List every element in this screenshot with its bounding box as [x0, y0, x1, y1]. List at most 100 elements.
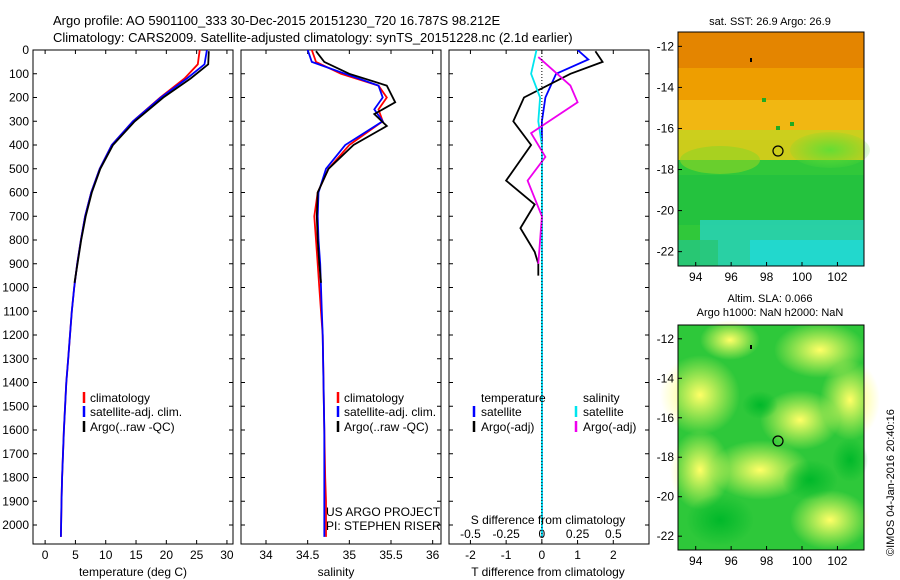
project-annotation-1: US ARGO PROJECT	[326, 505, 441, 519]
map-y-tick-label: -12	[657, 39, 675, 53]
x-tick-label: 20	[160, 548, 174, 562]
t-diff-x-axis: -2 -1 0 1 2	[465, 50, 617, 562]
temperature-lines	[60, 50, 210, 537]
legend-label-climatology: climatology	[90, 391, 150, 405]
header-line-2: Climatology: CARS2009. Satellite-adjuste…	[53, 30, 573, 45]
depth-tick-label: 2000	[2, 518, 29, 532]
temperature-legend: climatology satellite-adj. clim. Argo(..…	[82, 391, 182, 434]
depth-tick-label: 1000	[2, 281, 29, 295]
depth-tick-label: 1700	[2, 447, 29, 461]
depth-tick-label: 800	[9, 233, 29, 247]
depth-tick-label: 700	[9, 209, 29, 223]
map-y-tick-label: -14	[657, 80, 675, 94]
map-y-tick-label: -18	[657, 450, 675, 464]
s-diff-x-axis: -0.5-0.2500.250.5	[460, 527, 622, 541]
map-x-tick-label: 98	[760, 554, 774, 568]
legend-label-s-satellite: satellite	[583, 405, 624, 419]
difference-panel-frame	[448, 49, 650, 545]
series-line	[530, 50, 543, 537]
depth-tick-label: 300	[9, 114, 29, 128]
salinity-x-axis: 34 34.5 35 35.5 36	[259, 50, 440, 562]
x-tick-label: 36	[426, 548, 440, 562]
difference-lines	[504, 50, 604, 537]
map-y-tick-label: -18	[657, 163, 675, 177]
t-diff-xlabel: T difference from climatology	[471, 565, 625, 579]
depth-tick-label: 0	[22, 43, 29, 57]
series-line	[310, 50, 388, 537]
map-x-tick-label: 94	[689, 270, 703, 284]
legend-label-satellite: satellite-adj. clim.	[90, 405, 182, 419]
depth-tick-label: 200	[9, 91, 29, 105]
series-line	[504, 50, 604, 276]
map-x-tick-label: 96	[724, 270, 738, 284]
map-x-tick-label: 100	[792, 554, 812, 568]
series-line	[315, 50, 397, 283]
map-y-tick-label: -22	[657, 529, 675, 543]
legend-label-t-satellite: satellite	[481, 405, 522, 419]
series-line	[541, 50, 590, 537]
depth-tick-label: 1800	[2, 471, 29, 485]
sla-argo-marker	[772, 435, 784, 447]
map-x-tick-label: 94	[689, 554, 703, 568]
map-x-tick-label: 98	[760, 270, 774, 284]
sst-map-frame	[677, 31, 865, 267]
depth-tick-label: 1100	[3, 304, 29, 318]
salinity-xlabel: salinity	[318, 565, 355, 579]
map-y-tick-label: -16	[657, 411, 675, 425]
x-tick-label: 10	[99, 548, 113, 562]
depth-tick-label: 500	[9, 162, 29, 176]
map-y-tick-label: -20	[657, 490, 675, 504]
s-diff-tick-label: -0.5	[460, 527, 481, 541]
depth-tick-label: 1900	[2, 494, 29, 508]
x-tick-label: 30	[220, 548, 234, 562]
x-tick-label: -2	[465, 548, 476, 562]
depth-tick-label: 900	[9, 257, 29, 271]
legend-label-argo: Argo(..raw -QC)	[344, 420, 429, 434]
depth-tick-label: 1300	[2, 352, 29, 366]
sst-map-axes: 94 96 98 100 102 -12 -14 -16 -18 -20 -22	[657, 39, 848, 284]
map-x-tick-label: 96	[724, 554, 738, 568]
legend-label-t-argo: Argo(-adj)	[481, 420, 534, 434]
x-tick-label: 15	[129, 548, 143, 562]
map-y-tick-label: -12	[657, 332, 675, 346]
sst-map-image	[678, 32, 870, 266]
map-x-tick-label: 100	[792, 270, 812, 284]
legend-label-satellite: satellite-adj. clim.	[344, 405, 436, 419]
depth-tick-label: 1600	[2, 423, 29, 437]
sst-map-title: sat. SST: 26.9 Argo: 26.9	[709, 16, 831, 28]
x-tick-label: 35.5	[379, 548, 403, 562]
credit-stamp: ©IMOS 04-Jan-2016 20:40:16	[885, 409, 897, 556]
x-tick-label: 35	[343, 548, 357, 562]
salinity-lines	[306, 50, 397, 537]
x-tick-label: 0	[42, 548, 49, 562]
sla-map-frame	[677, 324, 865, 551]
sla-map-title-2: Argo h1000: NaN h2000: NaN	[697, 307, 844, 319]
series-line	[73, 51, 210, 283]
x-tick-label: 25	[190, 548, 204, 562]
map-x-tick-label: 102	[827, 554, 847, 568]
sla-map-axes: 94 96 98 100 102 -12 -14 -16 -18 -20 -22	[657, 332, 848, 568]
x-tick-label: 1	[574, 548, 581, 562]
x-tick-label: -1	[501, 548, 512, 562]
depth-axis: 0 100 200 300 400 500 600 700 800 900 1000 1100 1200…	[2, 43, 649, 532]
s-diff-tick-label: -0.25	[492, 527, 520, 541]
x-tick-label: 0	[539, 548, 546, 562]
header-line-1: Argo profile: AO 5901100_333 30-Dec-2015…	[53, 13, 501, 28]
map-y-tick-label: -14	[657, 371, 675, 385]
map-y-tick-label: -20	[657, 204, 675, 218]
temperature-xlabel: temperature (deg C)	[79, 565, 187, 579]
depth-tick-label: 600	[9, 186, 29, 200]
temperature-panel-frame	[32, 49, 234, 545]
salinity-panel-frame	[240, 49, 442, 545]
map-y-tick-label: -22	[657, 245, 675, 259]
legend-label-argo: Argo(..raw -QC)	[90, 420, 175, 434]
temperature-x-axis: 0 5 10 15 20 25 30	[42, 50, 234, 562]
depth-tick-label: 100	[9, 67, 29, 81]
x-tick-label: 5	[72, 548, 79, 562]
series-line	[526, 56, 579, 264]
map-y-tick-label: -16	[657, 121, 675, 135]
depth-tick-label: 1400	[2, 376, 29, 390]
x-tick-label: 34	[259, 548, 273, 562]
legend-title-temperature: temperature	[481, 391, 546, 405]
sst-argo-marker	[772, 145, 784, 157]
